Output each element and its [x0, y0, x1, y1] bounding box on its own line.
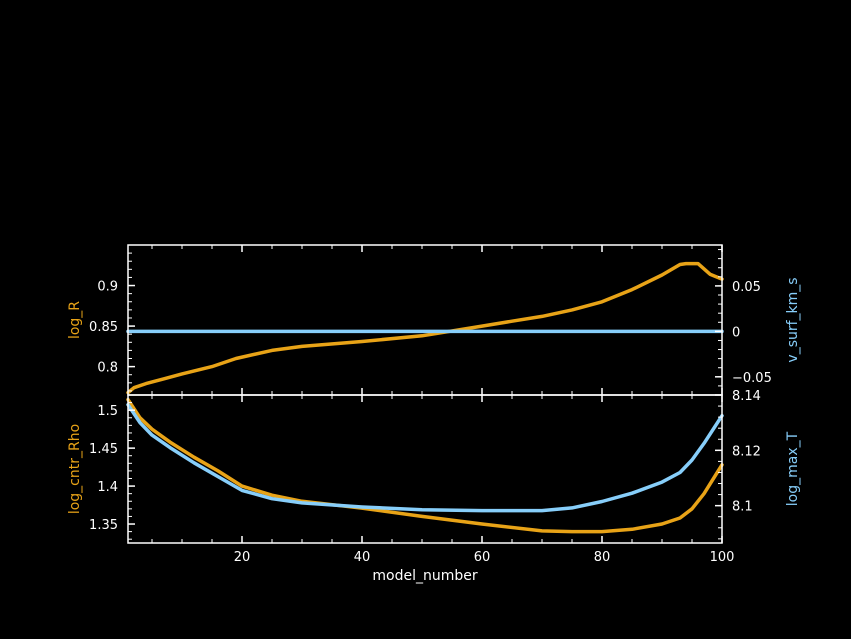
series-line-top-left-axis	[126, 261, 724, 395]
y-left-tick-label: 1.4	[97, 480, 118, 495]
y-left-axis-label-bottom: log_cntr_Rho	[67, 424, 83, 514]
y-right-tick-label: −0.05	[732, 371, 772, 386]
y-right-tick-label: 0.05	[732, 280, 761, 295]
plot-frame-bottom	[127, 394, 723, 544]
y-right-axis-label-bottom: log_max_T	[785, 431, 801, 506]
x-tick-label: 40	[354, 550, 371, 565]
y-left-axis-label-top: log_R	[67, 301, 83, 339]
y-left-tick-label: 0.9	[97, 280, 118, 295]
y-left-tick-label: 0.85	[89, 320, 118, 335]
y-right-tick-label: 0	[732, 325, 740, 340]
y-right-tick-label: 8.1	[732, 500, 753, 515]
top-panel: 0.8 0.85 0.9 −0.05 0 0.05 log_R v_surf_km_s	[67, 244, 801, 396]
y-right-tick-label: 8.12	[732, 444, 761, 459]
y-left-tick-label: 1.45	[89, 442, 118, 457]
x-tick-label: 20	[234, 550, 251, 565]
x-axis-label: model_number	[372, 568, 477, 584]
x-tick-label: 100	[710, 550, 735, 565]
y-left-tick-label: 1.5	[97, 404, 118, 419]
series-line-bottom-left-axis	[126, 397, 724, 534]
x-tick-label: 80	[594, 550, 611, 565]
series-line-bottom-right-axis	[126, 402, 724, 513]
y-right-tick-label: 8.14	[732, 389, 761, 404]
y-right-axis-label-top: v_surf_km_s	[785, 277, 801, 362]
y-left-tick-label: 1.35	[89, 518, 118, 533]
y-left-tick-label: 0.8	[97, 361, 118, 376]
x-tick-label: 60	[474, 550, 491, 565]
bottom-panel: 1.35 1.4 1.45 1.5 8.1 8.12 8.14 20 40 60 80 100 log_…	[67, 389, 801, 565]
